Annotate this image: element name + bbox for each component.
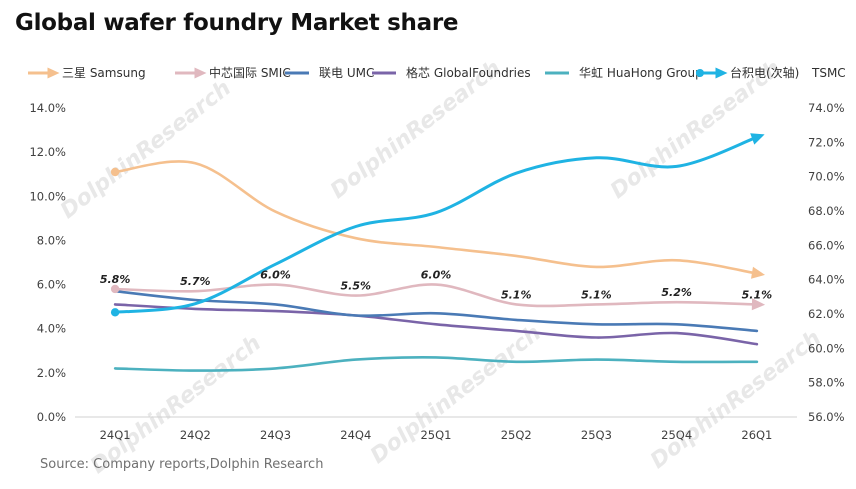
y-left-tick-label: 2.0%	[37, 366, 66, 380]
series-start-marker	[110, 284, 120, 294]
series-end-arrow	[750, 133, 765, 145]
y-right-tick-label: 58.0%	[808, 376, 845, 390]
chart-title: Global wafer foundry Market share	[15, 10, 459, 36]
watermark-text: DolphinResearch	[56, 76, 236, 224]
data-label: 5.1%	[581, 288, 612, 301]
data-label: 5.7%	[180, 275, 211, 288]
y-right-tick-label: 68.0%	[808, 204, 845, 218]
series-lines	[113, 135, 759, 372]
legend-entry-label: 台积电(次轴)	[730, 65, 799, 80]
legend-entry-label: 联电 UMC	[319, 66, 374, 80]
y-right-tick-label: 62.0%	[808, 307, 845, 321]
legend-entry-label: 格芯 GlobalFoundries	[406, 65, 531, 80]
legend: 三星 Samsung 中芯国际 SMIC 联电 UMC 格芯 GlobalFoundr…	[28, 65, 846, 80]
y-right-axis-label: TSMC	[811, 66, 846, 80]
y-right-tick-label: 56.0%	[808, 410, 845, 424]
series-end-arrow	[751, 266, 765, 279]
x-tick-label: 25Q2	[501, 428, 532, 442]
series-line	[113, 283, 759, 308]
y-left-tick-label: 12.0%	[29, 145, 66, 159]
series-line	[113, 356, 759, 372]
data-label: 5.5%	[341, 280, 372, 293]
data-label: 5.2%	[661, 286, 692, 299]
watermark-layer: DolphinResearch DolphinResearch DolphinRes…	[56, 56, 826, 479]
series-line	[113, 135, 759, 314]
x-tick-label: 24Q2	[180, 428, 211, 442]
data-label: 6.0%	[260, 269, 291, 282]
series-line	[113, 303, 759, 346]
series-end-arrow	[751, 298, 766, 311]
legend-swatch-arrow	[715, 67, 728, 79]
data-label: 6.0%	[421, 269, 452, 282]
data-labels: 5.8% 5.7% 6.0% 5.5% 6.0% 5.1% 5.1% 5.2% 5.1%	[100, 269, 772, 302]
legend-entry-label: 三星 Samsung	[62, 66, 146, 80]
series-line	[113, 289, 759, 333]
legend-swatch-arrow	[194, 67, 207, 79]
series-markers	[110, 133, 766, 317]
y-left-tick-label: 4.0%	[37, 322, 66, 336]
y-right-tick-label: 70.0%	[808, 170, 845, 184]
axes: 0.0% 2.0% 4.0% 6.0% 8.0% 10.0% 12.0% 14.0% 56.0%…	[29, 101, 844, 442]
data-label: 5.1%	[501, 288, 532, 301]
legend-swatch-arrow	[47, 67, 60, 79]
legend-entry-label: 华虹 HuaHong Group	[579, 66, 703, 80]
source-note: Source: Company reports,Dolphin Research	[40, 457, 324, 472]
y-right-tick-label: 72.0%	[808, 135, 845, 149]
x-tick-label: 25Q4	[661, 428, 692, 442]
x-tick-label: 24Q3	[260, 428, 291, 442]
watermark-text: DolphinResearch	[646, 326, 826, 474]
legend-swatch-dot	[696, 69, 704, 77]
series-start-marker	[110, 167, 120, 177]
data-label: 5.1%	[742, 288, 773, 301]
x-tick-label: 25Q3	[581, 428, 612, 442]
y-right-tick-label: 60.0%	[808, 341, 845, 355]
data-label: 5.8%	[100, 273, 131, 286]
y-left-tick-label: 6.0%	[37, 278, 66, 292]
x-tick-label: 25Q1	[420, 428, 451, 442]
x-tick-label: 24Q4	[340, 428, 371, 442]
watermark-text: DolphinResearch	[366, 321, 546, 469]
legend-entry-label: 中芯国际 SMIC	[209, 65, 291, 80]
y-right-tick-label: 64.0%	[808, 273, 845, 287]
y-right-tick-label: 74.0%	[808, 101, 845, 115]
y-left-tick-label: 14.0%	[29, 101, 66, 115]
y-right-tick-label: 66.0%	[808, 238, 845, 252]
y-left-tick-label: 10.0%	[29, 189, 66, 203]
series-line	[113, 160, 759, 275]
x-tick-label: 24Q1	[100, 428, 131, 442]
series-start-marker	[110, 308, 120, 317]
y-left-tick-label: 0.0%	[37, 410, 66, 424]
y-left-tick-label: 8.0%	[37, 233, 66, 247]
x-tick-label: 26Q1	[741, 428, 772, 442]
